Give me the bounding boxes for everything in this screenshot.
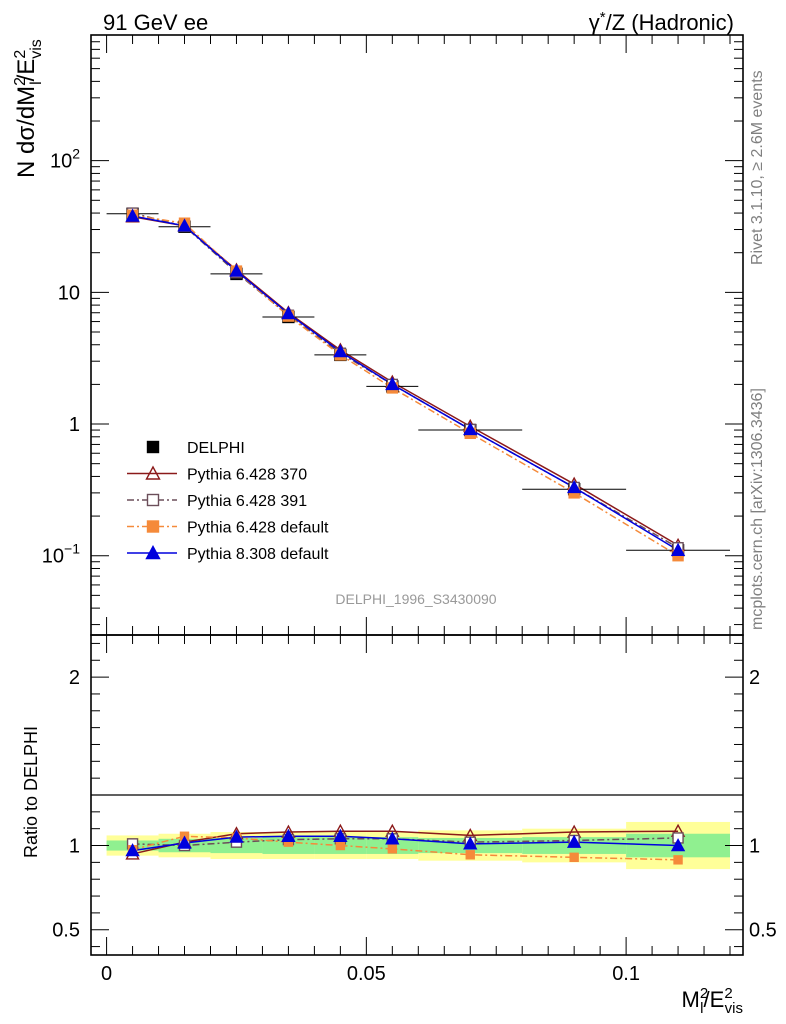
data-point [569,852,579,863]
legend-label: Pythia 6.428 default [187,520,329,537]
data-point [387,844,398,854]
data-point [566,479,582,494]
main-frame [90,34,744,636]
data-point [145,545,161,560]
ratio-y-tick-label: 1 [69,836,80,858]
x-tick-labels: 0 0.05 0.1 [101,963,640,985]
ratio-y-tick-label-right: 0.5 [749,920,777,942]
ratio-frame [90,634,744,956]
observable-label: γ*/Z (Hadronic) [589,9,734,35]
x-tick-label: 0 [101,963,112,985]
process-label: 91 GeV ee [103,10,208,35]
data-point [463,836,478,850]
rivet-version-note: Rivet 3.1.10, ≥ 2.6M events [749,70,766,265]
y-tick-label: 10−1 [42,541,80,568]
data-point [670,542,686,556]
data-point [673,855,683,865]
data-point [566,834,582,848]
data-point [281,306,296,320]
ratio-series [125,823,686,865]
main-y-tick-labels: 10−1 1 10 102 [42,146,80,568]
data-point [463,421,478,436]
ratio-uncertainty-bands [106,821,731,870]
main-panel: 10−1 1 10 102 [42,34,744,636]
ratio-y-tick-label: 2 [69,667,80,689]
ratio-y-tick-label: 0.5 [52,920,80,942]
mcplots-note: mcplots.cern.ch [arXiv:1306.3436] [749,388,766,630]
data-point [125,843,140,857]
legend-label: Pythia 8.308 default [187,546,329,563]
legend-label: Pythia 6.428 391 [187,493,307,510]
x-tick-label: 0.1 [612,963,640,985]
ratio-ticks [91,635,743,955]
data-point [146,493,160,507]
data-point [335,840,346,851]
legend: DELPHI Pythia 6.428 370 Pythia 6.428 391 Py… [127,440,329,563]
ratio-series-line [132,835,679,861]
data-point [177,835,192,849]
data-point [281,828,296,842]
data-point [385,831,400,845]
data-point [125,208,140,222]
data-point [177,218,192,232]
ratio-y-tick-labels: 0.5 0.5 1 1 2 2 [52,667,777,942]
y-tick-label: 102 [50,146,80,173]
data-point [146,520,160,533]
data-point [333,344,348,358]
data-point [145,465,161,480]
y-tick-label: 10 [58,282,80,304]
y-axis-label-ratio: Ratio to DELPHI [21,726,41,858]
legend-label: DELPHI [187,440,245,457]
main-series [106,207,731,562]
ratio-series-line [132,837,679,847]
x-axis-label: M2 l/E2 vis [682,985,744,1017]
y-tick-label: 1 [69,414,80,436]
ratio-y-tick-label-right: 1 [749,836,760,858]
ratio-panel: 0.5 0.5 1 1 2 2 0 0.05 0.1 [52,634,777,985]
data-point [333,828,348,842]
y-axis-label-main: N dσ/dM2l/E2vis [12,39,45,178]
data-point [670,838,686,852]
x-tick-label: 0.05 [347,963,386,985]
data-point [385,376,400,391]
legend-label: Pythia 6.428 370 [187,467,307,484]
data-point [146,440,160,454]
data-point [465,850,475,860]
data-point [229,263,244,277]
analysis-id-watermark: DELPHI_1996_S3430090 [335,591,496,607]
data-point [229,829,244,843]
ratio-y-tick-label-right: 2 [749,667,760,689]
main-ticks [91,34,743,635]
